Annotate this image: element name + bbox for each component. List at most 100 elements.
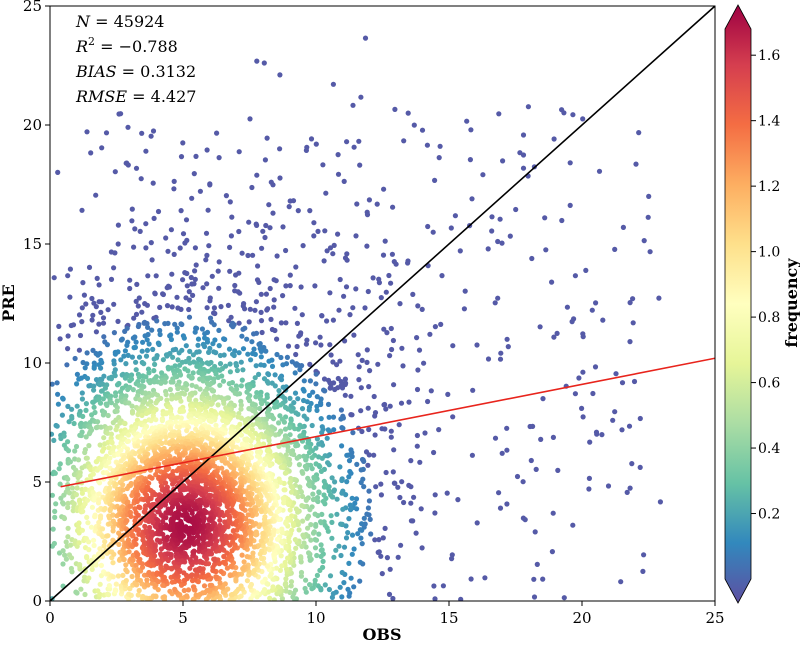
data-point xyxy=(418,506,424,512)
data-point xyxy=(299,406,306,412)
data-point xyxy=(306,392,312,399)
data-point xyxy=(211,305,217,311)
data-point xyxy=(208,418,215,424)
stat-n: N = 45924 xyxy=(75,12,164,31)
data-point xyxy=(119,372,125,378)
data-point xyxy=(217,361,224,367)
data-point xyxy=(496,490,502,496)
data-point xyxy=(381,186,387,192)
data-point xyxy=(86,575,92,581)
data-point xyxy=(326,414,332,420)
data-point xyxy=(129,410,136,416)
data-point xyxy=(238,359,244,365)
data-point xyxy=(180,140,186,146)
data-point xyxy=(313,340,319,346)
data-point xyxy=(260,579,266,585)
data-point xyxy=(314,552,320,559)
data-point xyxy=(246,319,252,325)
data-point xyxy=(200,590,206,596)
data-point xyxy=(79,390,85,396)
data-point xyxy=(67,266,73,272)
data-point xyxy=(193,153,199,159)
data-point xyxy=(226,346,233,352)
colorbar-tick-label: 1.4 xyxy=(758,114,780,130)
data-point xyxy=(627,339,633,345)
data-point xyxy=(390,469,396,475)
data-point xyxy=(345,586,351,592)
data-point xyxy=(61,433,67,439)
data-point xyxy=(83,407,89,413)
data-point xyxy=(316,454,322,460)
data-point xyxy=(130,557,136,563)
data-point xyxy=(245,492,251,498)
data-point xyxy=(212,561,218,568)
data-point xyxy=(105,592,112,598)
data-point xyxy=(60,561,66,567)
data-point xyxy=(252,307,258,313)
data-point xyxy=(258,362,264,368)
data-point xyxy=(200,378,206,384)
data-point xyxy=(364,243,370,249)
data-point xyxy=(267,225,273,231)
data-point xyxy=(51,540,58,547)
data-point xyxy=(324,248,330,254)
data-point xyxy=(153,547,159,554)
data-point xyxy=(73,443,80,450)
data-point xyxy=(73,492,79,498)
data-point xyxy=(266,202,272,208)
data-point xyxy=(133,581,139,587)
data-point xyxy=(261,60,267,66)
data-point xyxy=(540,396,546,402)
data-point xyxy=(149,257,155,263)
data-point xyxy=(173,419,179,425)
data-point xyxy=(79,527,85,533)
data-point xyxy=(387,353,393,359)
data-point xyxy=(504,501,510,507)
data-point xyxy=(289,513,295,519)
data-point xyxy=(64,362,70,368)
data-point xyxy=(210,388,216,394)
data-point xyxy=(318,553,324,560)
data-point xyxy=(115,222,121,228)
data-point xyxy=(570,522,576,528)
data-point xyxy=(294,455,300,461)
data-point xyxy=(498,350,504,356)
data-point xyxy=(112,393,119,399)
data-point xyxy=(209,273,215,279)
data-point xyxy=(432,596,438,601)
data-point xyxy=(157,331,163,338)
data-point xyxy=(631,378,638,385)
data-point xyxy=(205,376,211,382)
data-point xyxy=(129,492,135,498)
data-point xyxy=(267,595,273,601)
data-point xyxy=(101,334,107,340)
data-point xyxy=(279,596,285,601)
data-point xyxy=(129,573,135,580)
data-point xyxy=(572,273,579,279)
data-point xyxy=(330,414,337,420)
data-point xyxy=(180,231,187,237)
data-point xyxy=(633,161,639,167)
data-point xyxy=(338,552,344,559)
data-point xyxy=(158,479,164,485)
data-point xyxy=(170,379,176,385)
data-point xyxy=(84,514,90,521)
data-point xyxy=(261,560,267,566)
data-point xyxy=(179,321,185,328)
data-point xyxy=(80,508,86,514)
data-point xyxy=(287,283,293,289)
data-point xyxy=(254,390,260,396)
data-point xyxy=(51,275,57,281)
data-point xyxy=(211,322,217,328)
data-point xyxy=(159,440,165,446)
data-point xyxy=(236,149,242,155)
data-point xyxy=(205,524,211,530)
data-point xyxy=(405,110,411,116)
data-point xyxy=(334,362,340,368)
data-point xyxy=(278,354,284,361)
data-point xyxy=(258,291,264,297)
data-point xyxy=(112,373,118,379)
data-point xyxy=(254,416,260,422)
data-point xyxy=(146,370,152,376)
data-point xyxy=(500,158,506,164)
